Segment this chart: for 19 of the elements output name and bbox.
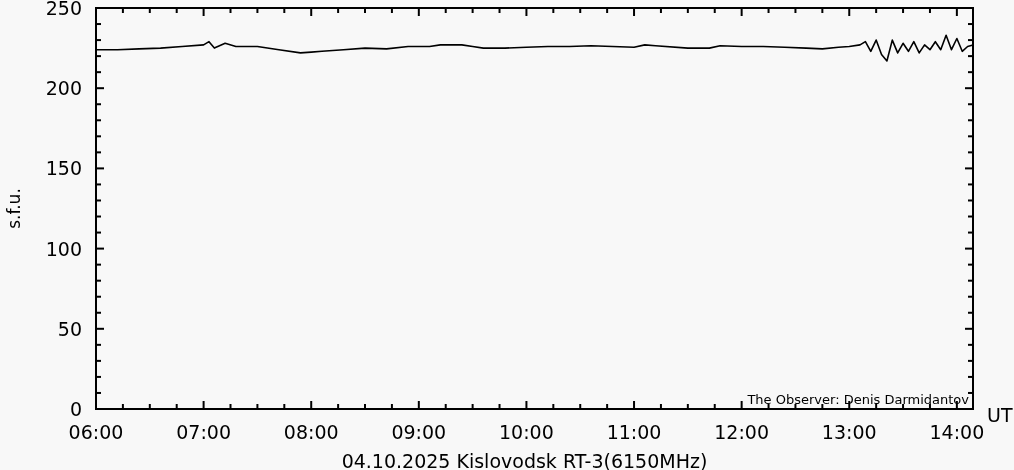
x-tick-label: 14:00 bbox=[929, 421, 985, 443]
annotation: The Observer: Denis Darmidantov bbox=[746, 392, 970, 407]
y-tick-label: 100 bbox=[45, 237, 82, 260]
x-tick-label: 07:00 bbox=[176, 421, 231, 443]
y-tick-label: 250 bbox=[45, 0, 82, 19]
x-axis-title: UT bbox=[987, 404, 1013, 426]
y-tick-label: 50 bbox=[57, 317, 82, 340]
y-tick-label: 200 bbox=[45, 77, 82, 100]
x-tick-label: 11:00 bbox=[606, 421, 662, 443]
x-tick-label: 12:00 bbox=[714, 421, 770, 443]
y-axis-title: s.f.u. bbox=[4, 188, 24, 229]
x-tick-label: 10:00 bbox=[499, 421, 554, 443]
y-tick-label: 0 bbox=[69, 398, 82, 420]
x-tick-label: 13:00 bbox=[821, 421, 877, 443]
text: 04.10.2025 Kislovodsk RT-3(6150MHz) bbox=[341, 450, 708, 470]
y-tick-label: 150 bbox=[45, 157, 82, 180]
x-tick-label: 08:00 bbox=[283, 421, 339, 443]
x-tick-label: 09:00 bbox=[391, 421, 447, 443]
x-tick-label: 06:00 bbox=[68, 421, 124, 443]
